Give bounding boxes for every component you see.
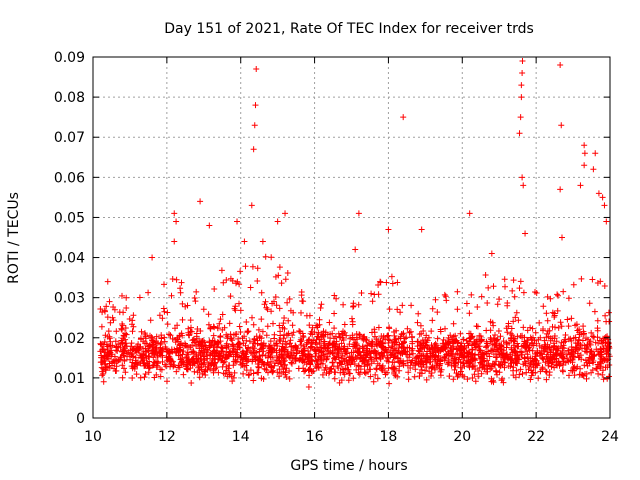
data-point — [466, 210, 473, 217]
data-point — [149, 254, 156, 261]
data-point — [352, 246, 359, 253]
data-point — [488, 250, 495, 257]
x-tick-label: 24 — [601, 429, 619, 445]
data-point — [241, 238, 248, 245]
data-point — [603, 218, 610, 225]
data-point — [517, 114, 524, 121]
data-point — [581, 162, 588, 169]
data-point — [520, 182, 527, 189]
y-tick-label: 0.01 — [54, 371, 85, 387]
data-point — [173, 218, 180, 225]
x-tick-label: 12 — [158, 429, 176, 445]
data-point — [519, 174, 526, 181]
y-tick-label: 0.02 — [54, 331, 85, 347]
data-point — [581, 142, 588, 149]
data-point — [171, 210, 178, 217]
data-point — [590, 166, 597, 173]
y-axis-label: ROTI / TECUs — [6, 192, 22, 284]
y-tick-label: 0.06 — [54, 170, 85, 186]
axis-ticks — [92, 56, 611, 419]
axis-tick-labels: 10 12 14 16 18 20 22 24 0 0.01 0.02 0.03 0.04 0.05 0.0… — [54, 50, 619, 445]
y-tick-label: 0.07 — [54, 130, 85, 146]
data-point — [558, 234, 565, 241]
data-point — [248, 202, 255, 209]
data-point — [197, 198, 204, 205]
x-tick-label: 16 — [306, 429, 324, 445]
data-point — [355, 210, 362, 217]
x-tick-label: 20 — [453, 429, 471, 445]
plot-frame — [92, 56, 611, 419]
data-point — [400, 114, 407, 121]
data-point — [581, 150, 588, 157]
data-point — [595, 190, 602, 197]
data-point — [557, 62, 564, 69]
data-point — [282, 210, 289, 217]
data-point — [558, 122, 565, 129]
data-point — [577, 182, 584, 189]
y-tick-label: 0.08 — [54, 90, 85, 106]
data-point — [599, 194, 606, 201]
data-point — [519, 70, 526, 77]
y-tick-label: 0 — [76, 411, 85, 427]
data-point — [104, 278, 111, 285]
data-points — [97, 58, 613, 390]
chart-title: Day 151 of 2021, Rate Of TEC Index for r… — [164, 21, 534, 37]
y-tick-label: 0.03 — [54, 291, 85, 307]
data-point — [234, 218, 241, 225]
x-axis-label: GPS time / hours — [290, 458, 407, 474]
scatter-cloud — [97, 253, 613, 390]
data-point — [516, 130, 523, 137]
data-point — [518, 94, 525, 101]
data-point — [518, 82, 525, 89]
x-tick-label: 14 — [232, 429, 250, 445]
data-point — [251, 122, 258, 129]
data-point — [592, 150, 599, 157]
x-tick-label: 10 — [84, 429, 102, 445]
data-point — [253, 66, 260, 73]
data-point — [418, 226, 425, 233]
data-point — [385, 226, 392, 233]
y-tick-label: 0.05 — [54, 210, 85, 226]
y-tick-label: 0.04 — [54, 251, 85, 267]
y-tick-label: 0.09 — [54, 50, 85, 66]
data-point — [601, 202, 608, 209]
data-point — [252, 102, 259, 109]
data-point — [259, 238, 266, 245]
data-point — [274, 218, 281, 225]
data-point — [522, 230, 529, 237]
x-tick-label: 18 — [380, 429, 398, 445]
x-tick-label: 22 — [527, 429, 545, 445]
data-point — [519, 58, 526, 65]
data-point — [206, 222, 213, 229]
data-point — [250, 146, 257, 153]
data-point — [171, 238, 178, 245]
data-point — [557, 186, 564, 193]
